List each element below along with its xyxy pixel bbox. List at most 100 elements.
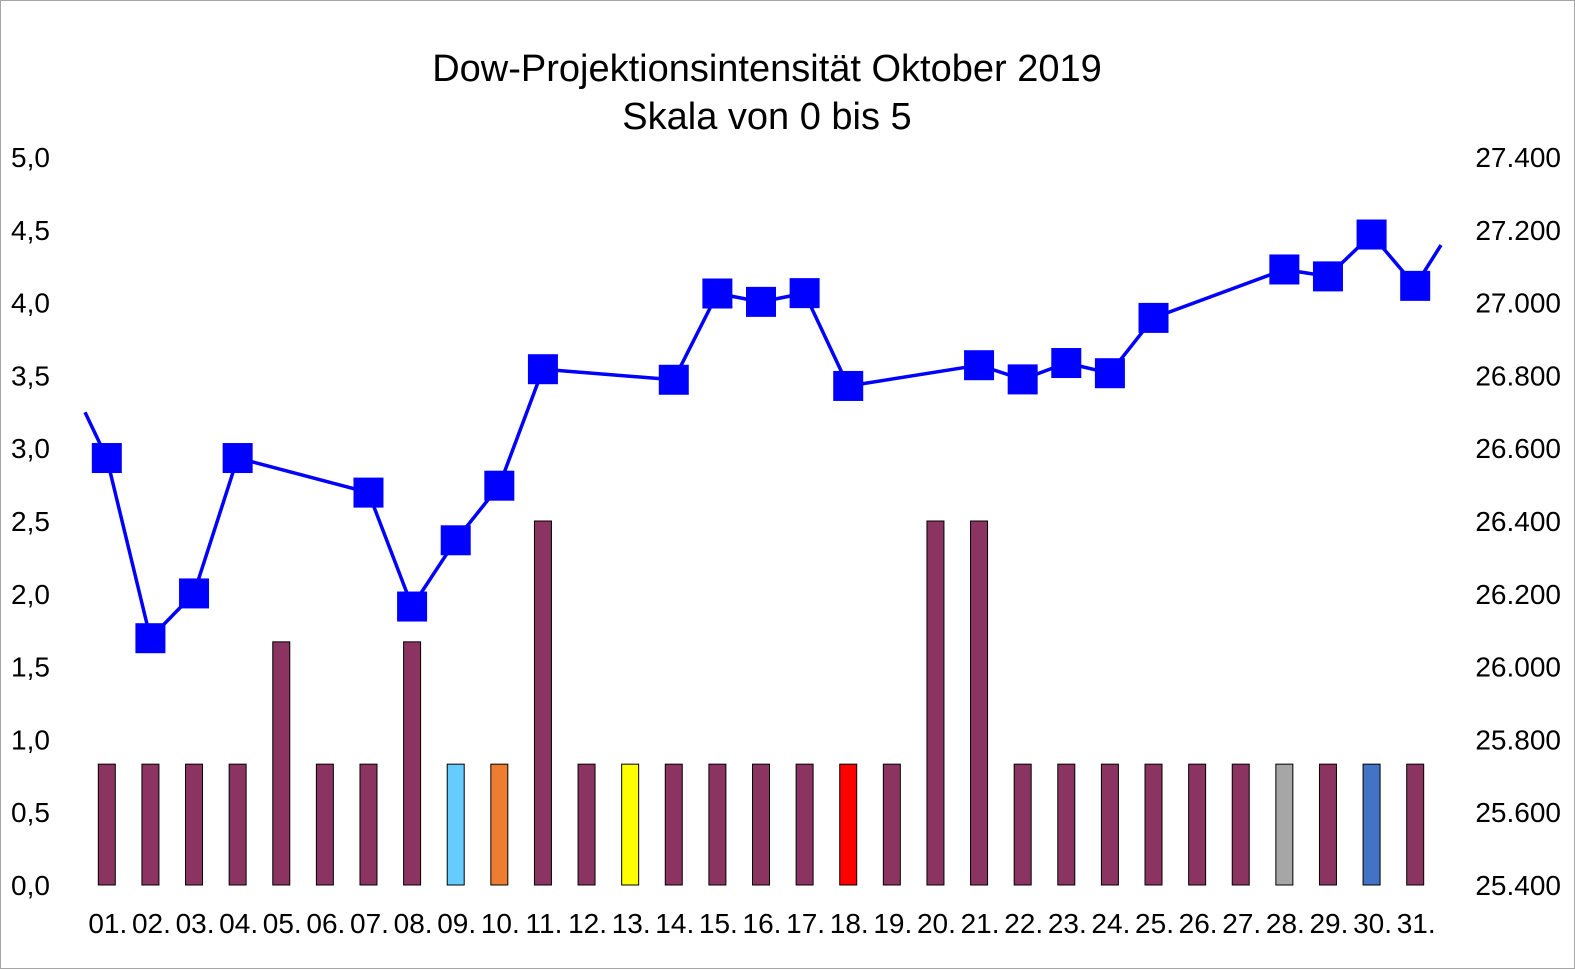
- x-axis-tick-label: 15.: [699, 908, 738, 939]
- bar: [1144, 763, 1163, 886]
- x-axis-tick-label: 22.: [1004, 908, 1043, 939]
- x-axis-tick-label: 17.: [786, 908, 825, 939]
- bar: [272, 641, 291, 886]
- x-axis-tick-label: 14.: [655, 908, 694, 939]
- bar: [752, 763, 770, 886]
- line-marker: [658, 364, 689, 395]
- bar: [1231, 763, 1250, 886]
- line-marker: [746, 286, 776, 317]
- x-axis-tick-label: 18.: [830, 908, 869, 939]
- bar: [926, 520, 945, 886]
- x-axis-tick-label: 06.: [306, 908, 345, 939]
- x-axis-tick-label: 05.: [263, 908, 302, 939]
- bar: [708, 763, 727, 886]
- line-marker: [179, 578, 210, 609]
- line-marker: [1312, 261, 1343, 292]
- chart-subtitle: Skala von 0 bis 5: [622, 96, 911, 138]
- right-axis-tick-label: 26.600: [1475, 433, 1561, 464]
- x-axis-tick-label: 01.: [88, 908, 127, 939]
- left-axis-tick-label: 2,0: [11, 579, 50, 610]
- x-axis-tick-label: 27.: [1222, 908, 1261, 939]
- x-axis-tick-label: 31.: [1397, 908, 1436, 939]
- line-marker: [397, 591, 428, 622]
- bar: [1100, 763, 1119, 886]
- line-series: [83, 219, 1443, 654]
- x-axis-ticks: 01. 02. 03. 04. 05. 06. 07. 08. 09. 10. 11. 12. 13. 1…: [88, 908, 1435, 939]
- line-marker: [440, 525, 471, 556]
- right-axis-tick-label: 25.800: [1475, 724, 1561, 755]
- left-axis-tick-label: 0,5: [11, 797, 50, 828]
- line-marker: [1269, 254, 1300, 285]
- right-axis-tick-label: 27.000: [1475, 288, 1561, 319]
- bar: [490, 763, 509, 886]
- bar-series: [97, 520, 1425, 886]
- left-axis-tick-label: 1,0: [11, 724, 50, 755]
- right-axis-tick-label: 27.400: [1475, 142, 1561, 173]
- x-axis-tick-label: 02.: [132, 908, 171, 939]
- x-axis-tick-label: 24.: [1091, 908, 1130, 939]
- line-marker: [1094, 358, 1125, 389]
- x-axis-tick-label: 13.: [612, 908, 651, 939]
- left-axis-tick-label: 4,5: [11, 215, 50, 246]
- bar: [359, 763, 378, 886]
- x-axis-tick-label: 25.: [1135, 908, 1174, 939]
- bar: [1013, 763, 1032, 886]
- line-marker: [484, 470, 515, 501]
- right-axis-tick-label: 26.000: [1475, 652, 1561, 683]
- x-axis-tick-label: 11.: [526, 908, 563, 939]
- left-axis-ticks: 0,0 0,5 1,0 1,5 2,0 2,5 3,0 3,5 4,0 4,5 5,0: [11, 142, 50, 901]
- bar: [795, 763, 814, 886]
- right-axis-tick-label: 26.400: [1475, 506, 1561, 537]
- x-axis-tick-label: 20.: [917, 908, 956, 939]
- bar: [1275, 763, 1294, 886]
- line-marker: [222, 443, 253, 474]
- right-axis-tick-label: 25.400: [1475, 870, 1561, 901]
- right-axis-tick-label: 26.200: [1475, 579, 1561, 610]
- bar: [533, 520, 552, 886]
- bar: [446, 763, 465, 886]
- x-axis-tick-label: 30.: [1353, 908, 1392, 939]
- line-marker: [1007, 364, 1038, 395]
- line-marker: [789, 278, 820, 309]
- bar: [315, 763, 334, 886]
- line-marker: [702, 278, 733, 309]
- bar: [664, 763, 683, 886]
- line-marker: [527, 354, 558, 385]
- x-axis-tick-label: 21.: [961, 908, 1000, 939]
- right-axis-ticks: 25.400 25.600 25.800 26.000 26.200 26.400 26.6…: [1475, 142, 1561, 901]
- x-axis-tick-label: 19.: [873, 908, 912, 939]
- bar: [1318, 763, 1337, 886]
- line-marker: [1051, 348, 1082, 379]
- left-axis-tick-label: 5,0: [11, 142, 50, 173]
- left-axis-tick-label: 1,5: [11, 652, 50, 683]
- x-axis-tick-label: 23.: [1048, 908, 1087, 939]
- x-axis-tick-label: 12.: [568, 908, 607, 939]
- x-axis-tick-label: 26.: [1179, 908, 1218, 939]
- right-axis-tick-label: 26.800: [1475, 360, 1561, 391]
- bar: [882, 763, 901, 886]
- bar: [97, 763, 116, 886]
- bar: [228, 763, 247, 886]
- line-marker: [1356, 219, 1387, 250]
- line-marker: [135, 623, 166, 654]
- right-axis-tick-label: 27.200: [1475, 215, 1561, 246]
- left-axis-tick-label: 3,0: [11, 433, 50, 464]
- x-axis-tick-label: 16.: [743, 908, 782, 939]
- x-axis-tick-label: 07.: [350, 908, 389, 939]
- bar: [403, 641, 422, 886]
- bar: [1057, 763, 1076, 886]
- left-axis-tick-label: 4,0: [11, 288, 50, 319]
- left-axis-tick-label: 0,0: [11, 870, 50, 901]
- bar: [1406, 763, 1425, 886]
- line-marker: [91, 443, 122, 474]
- bar: [839, 763, 858, 886]
- line-marker: [353, 477, 384, 508]
- x-axis-tick-label: 28.: [1266, 908, 1305, 939]
- right-axis-tick-label: 25.600: [1475, 797, 1561, 828]
- line-marker: [1138, 302, 1169, 333]
- line-marker: [964, 350, 995, 381]
- bar: [621, 763, 640, 886]
- line-marker: [833, 370, 864, 401]
